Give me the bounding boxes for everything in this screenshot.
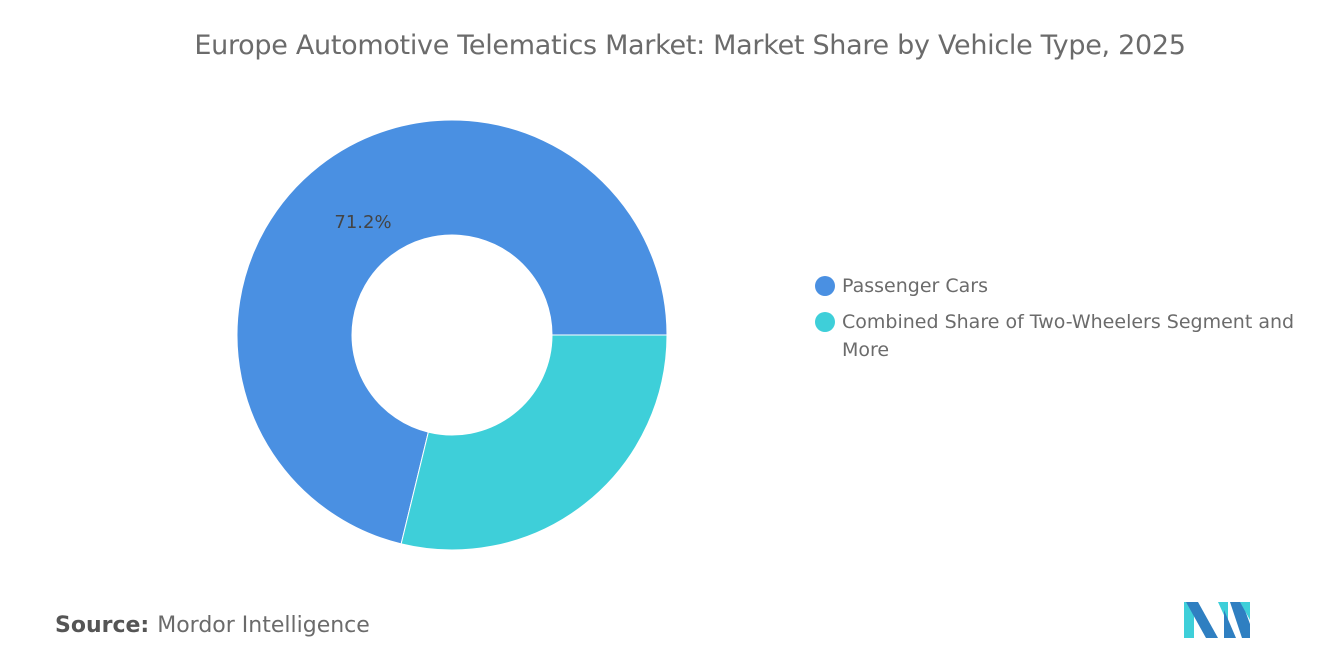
legend-item-passenger-cars[interactable]: Passenger Cars xyxy=(815,272,1295,300)
source-note: Source: Mordor Intelligence xyxy=(55,613,370,638)
source-label: Source: xyxy=(55,613,150,638)
donut-slice-passenger-cars[interactable] xyxy=(236,119,668,545)
legend-label: Passenger Cars xyxy=(842,275,988,297)
mordor-intelligence-logo xyxy=(1184,602,1250,638)
legend-swatch xyxy=(815,312,835,332)
source-value: Mordor Intelligence xyxy=(157,613,370,638)
legend-item-two-wheelers[interactable]: Combined Share of Two-Wheelers Segment a… xyxy=(815,308,1295,364)
legend: Passenger Cars Combined Share of Two-Whe… xyxy=(815,272,1295,372)
legend-label: Combined Share of Two-Wheelers Segment a… xyxy=(842,311,1295,361)
data-label: 71.2% xyxy=(334,212,391,233)
donut-slice-two-wheelers[interactable] xyxy=(400,334,668,551)
legend-swatch xyxy=(815,276,835,296)
chart-title: Europe Automotive Telematics Market: Mar… xyxy=(194,30,1186,61)
